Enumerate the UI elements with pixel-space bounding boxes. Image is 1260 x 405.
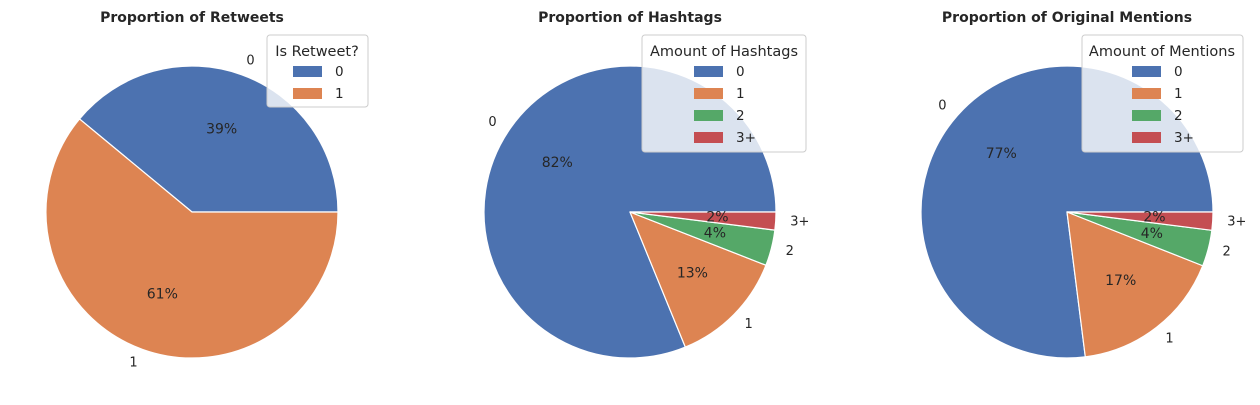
legend-label-0: 0 xyxy=(736,64,745,80)
legend-label-3: 3+ xyxy=(736,130,756,146)
chart-panel-mentions: Proportion of Original Mentions 77% 17% 4%… xyxy=(920,10,1246,359)
slice-percent-label-2: 4% xyxy=(704,226,726,242)
percent-labels: 39% 61% xyxy=(147,122,237,303)
slice-category-label-1: 1 xyxy=(1165,331,1173,346)
legend-swatch-2 xyxy=(1132,110,1161,121)
legend-swatch-1 xyxy=(1132,88,1161,99)
chart-title: Proportion of Hashtags xyxy=(538,10,722,26)
legend-swatch-1 xyxy=(293,88,322,99)
pie-slice-1 xyxy=(1066,211,1204,358)
legend-frame xyxy=(641,34,807,153)
slice-category-label-1: 1 xyxy=(744,317,752,332)
legend-label-2: 2 xyxy=(736,108,745,124)
category-labels: 0 1 2 3+ xyxy=(488,115,809,332)
chart-legend: Is Retweet? 01 xyxy=(266,34,369,108)
chart-legend: Amount of Hashtags 0 1 2 3+ xyxy=(641,34,807,153)
pie-slices xyxy=(45,65,339,359)
slice-category-label-0: 0 xyxy=(938,98,946,113)
slice-percent-label-0: 77% xyxy=(986,146,1017,162)
category-labels: 0 1 2 3+ xyxy=(938,98,1246,346)
legend-label-1: 1 xyxy=(335,86,344,102)
category-labels: 01 xyxy=(129,53,254,370)
legend-swatch-0 xyxy=(1132,66,1161,77)
slice-percent-label-1: 13% xyxy=(677,265,708,281)
pie-slice-1 xyxy=(629,211,767,348)
slice-category-label-3: 3+ xyxy=(1227,215,1246,230)
legend-label-0: 0 xyxy=(335,64,344,80)
pie-slice-3 xyxy=(629,211,777,231)
chart-legend: Amount of Mentions 0 1 2 3+ xyxy=(1081,34,1244,153)
legend-title: Is Retweet? xyxy=(275,44,359,60)
slice-percent-label-2: 4% xyxy=(1141,226,1163,242)
slice-percent-label-0: 39% xyxy=(206,122,237,138)
chart-panel-hashtags: Proportion of Hashtags 82%13%4%2% 0123+ … xyxy=(483,10,809,359)
pie-slice-3 xyxy=(1066,211,1214,231)
slice-category-label-1: 1 xyxy=(129,356,137,371)
legend-title: Amount of Mentions xyxy=(1089,44,1235,60)
legend-items: 0 1 2 3+ xyxy=(1132,64,1194,146)
slice-category-label-3: 3+ xyxy=(790,214,809,229)
legend-frame xyxy=(1081,34,1244,153)
chart-panel-retweets: Proportion of Retweets 39%61% 01 Is Retw… xyxy=(45,10,369,371)
slice-percent-label-3: 2% xyxy=(706,209,728,225)
legend-items: 0 1 2 3+ xyxy=(694,64,756,146)
slice-percent-label-1: 61% xyxy=(147,286,178,302)
chart-title: Proportion of Retweets xyxy=(100,10,284,26)
legend-title: Amount of Hashtags xyxy=(650,44,798,60)
legend-items: 01 xyxy=(293,64,344,102)
percent-labels: 77% 17% 4%2% xyxy=(986,146,1166,289)
slice-percent-label-3: 2% xyxy=(1143,210,1165,226)
chart-title: Proportion of Original Mentions xyxy=(942,10,1192,26)
slice-category-label-0: 0 xyxy=(246,53,254,68)
legend-label-1: 1 xyxy=(1174,86,1183,102)
pie-slice-1 xyxy=(45,118,339,359)
legend-swatch-2 xyxy=(694,110,723,121)
legend-label-1: 1 xyxy=(736,86,745,102)
legend-swatch-0 xyxy=(293,66,322,77)
percent-labels: 82% 13% 4%2% xyxy=(542,155,729,281)
slice-category-label-2: 2 xyxy=(786,244,794,259)
slice-category-label-0: 0 xyxy=(488,115,496,130)
legend-swatch-3 xyxy=(1132,132,1161,143)
legend-label-3: 3+ xyxy=(1174,130,1194,146)
slice-category-label-2: 2 xyxy=(1223,244,1231,259)
slice-percent-label-1: 17% xyxy=(1105,273,1136,289)
legend-swatch-1 xyxy=(694,88,723,99)
legend-swatch-3 xyxy=(694,132,723,143)
legend-swatch-0 xyxy=(694,66,723,77)
slice-percent-label-0: 82% xyxy=(542,155,573,171)
legend-label-0: 0 xyxy=(1174,64,1183,80)
legend-label-2: 2 xyxy=(1174,108,1183,124)
